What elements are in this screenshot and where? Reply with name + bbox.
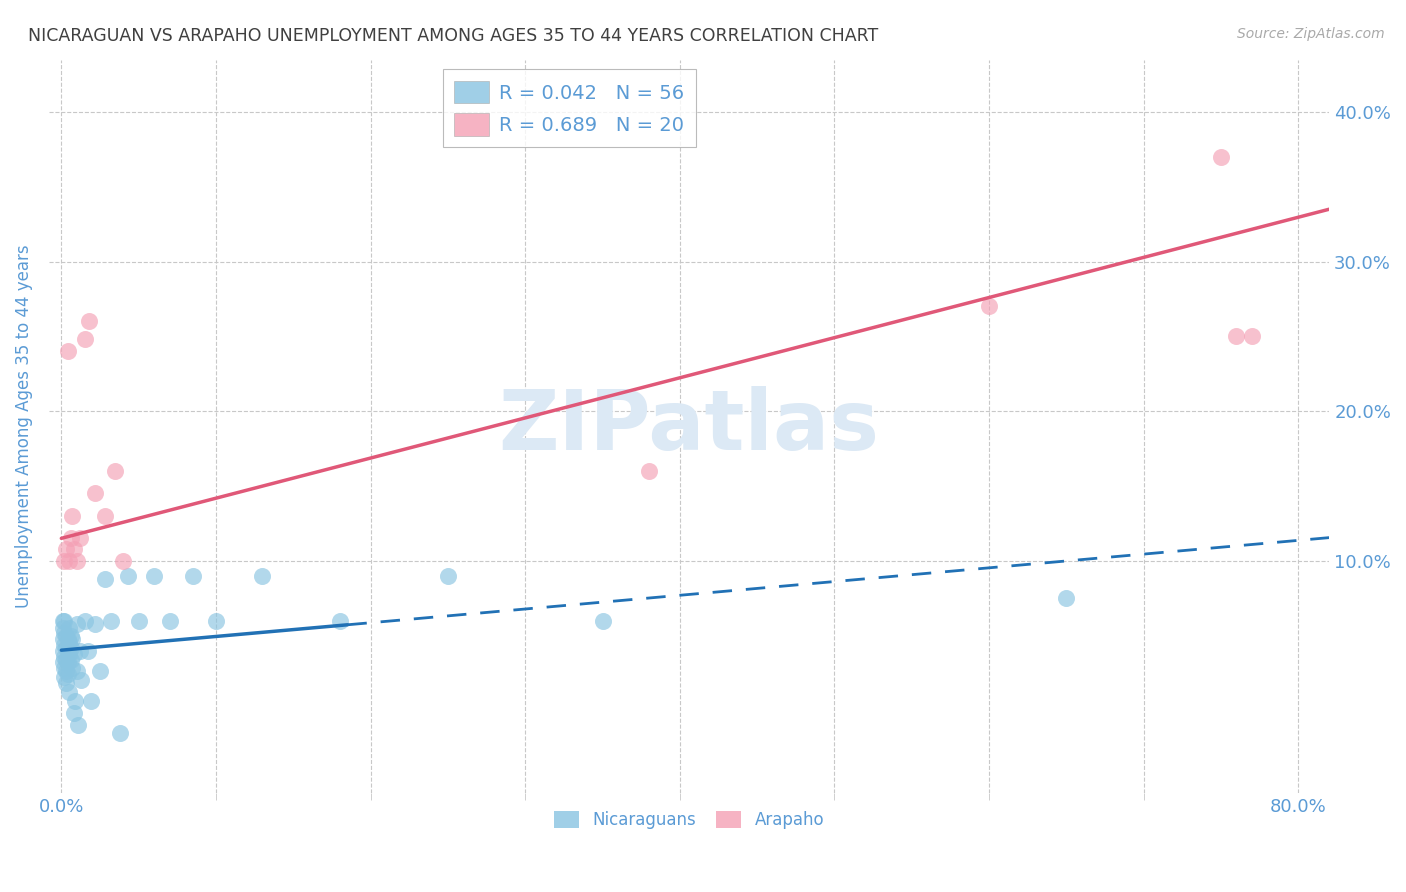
Point (73, 614, 96, 628)
Point (53, 649, 76, 664)
Point (69, 532, 91, 546)
Point (62, 706, 84, 721)
Point (1054, 591, 1077, 606)
Point (977, 300, 1000, 314)
Point (89, 665, 111, 679)
Point (638, 464, 661, 478)
Point (52, 614, 75, 628)
Text: ZIPatlas: ZIPatlas (499, 385, 880, 467)
Legend: Nicaraguans, Arapaho: Nicaraguans, Arapaho (547, 804, 831, 836)
Point (56, 632, 79, 646)
Point (58, 634, 80, 648)
Point (84, 616, 107, 631)
Point (55, 652, 77, 666)
Point (53, 554, 76, 568)
Point (62, 541, 84, 556)
Point (592, 614, 614, 628)
Point (77, 314, 100, 328)
Point (1225, 329, 1247, 343)
Point (84, 486, 107, 500)
Point (117, 568, 139, 582)
Point (55, 640, 77, 655)
Point (58, 621, 80, 635)
Point (56, 667, 79, 681)
Point (159, 614, 181, 628)
Point (58, 554, 80, 568)
Point (1240, 329, 1263, 343)
Point (65, 694, 87, 708)
Point (58, 647, 80, 661)
Point (66, 616, 89, 631)
Point (52, 643, 75, 657)
Point (62, 647, 84, 661)
Point (100, 614, 122, 628)
Point (56, 344, 79, 359)
Point (60, 661, 83, 675)
Point (59, 532, 82, 546)
Point (252, 568, 274, 582)
Point (66, 665, 89, 679)
Point (108, 726, 131, 740)
Point (93, 572, 115, 586)
Point (128, 614, 150, 628)
Point (52, 632, 75, 646)
Point (70, 673, 93, 688)
Point (56, 656, 79, 670)
Point (93, 508, 115, 523)
Point (76, 643, 98, 657)
Y-axis label: Unemployment Among Ages 35 to 44 years: Unemployment Among Ages 35 to 44 years (15, 244, 32, 608)
Point (181, 568, 204, 582)
Point (55, 676, 77, 690)
Point (60, 632, 83, 646)
Point (73, 332, 96, 346)
Point (67, 718, 90, 732)
Point (205, 614, 228, 628)
Point (59, 629, 82, 643)
Point (112, 554, 135, 568)
Point (69, 643, 91, 657)
Text: Source: ZipAtlas.com: Source: ZipAtlas.com (1237, 27, 1385, 41)
Point (80, 694, 103, 708)
Point (55, 665, 77, 679)
Point (53, 638, 76, 652)
Point (55, 629, 77, 643)
Point (59, 640, 82, 655)
Point (56, 643, 79, 657)
Point (329, 614, 352, 628)
Point (58, 685, 80, 699)
Point (59, 652, 82, 666)
Point (437, 568, 460, 582)
Point (52, 621, 75, 635)
Point (66, 554, 89, 568)
Point (53, 614, 76, 628)
Point (55, 541, 77, 556)
Point (104, 464, 127, 478)
Point (52, 656, 75, 670)
Point (53, 625, 76, 640)
Point (1209, 150, 1232, 164)
Point (53, 661, 76, 675)
Text: NICARAGUAN VS ARAPAHO UNEMPLOYMENT AMONG AGES 35 TO 44 YEARS CORRELATION CHART: NICARAGUAN VS ARAPAHO UNEMPLOYMENT AMONG… (28, 27, 879, 45)
Point (53, 670, 76, 684)
Point (60, 508, 83, 523)
Point (143, 568, 166, 582)
